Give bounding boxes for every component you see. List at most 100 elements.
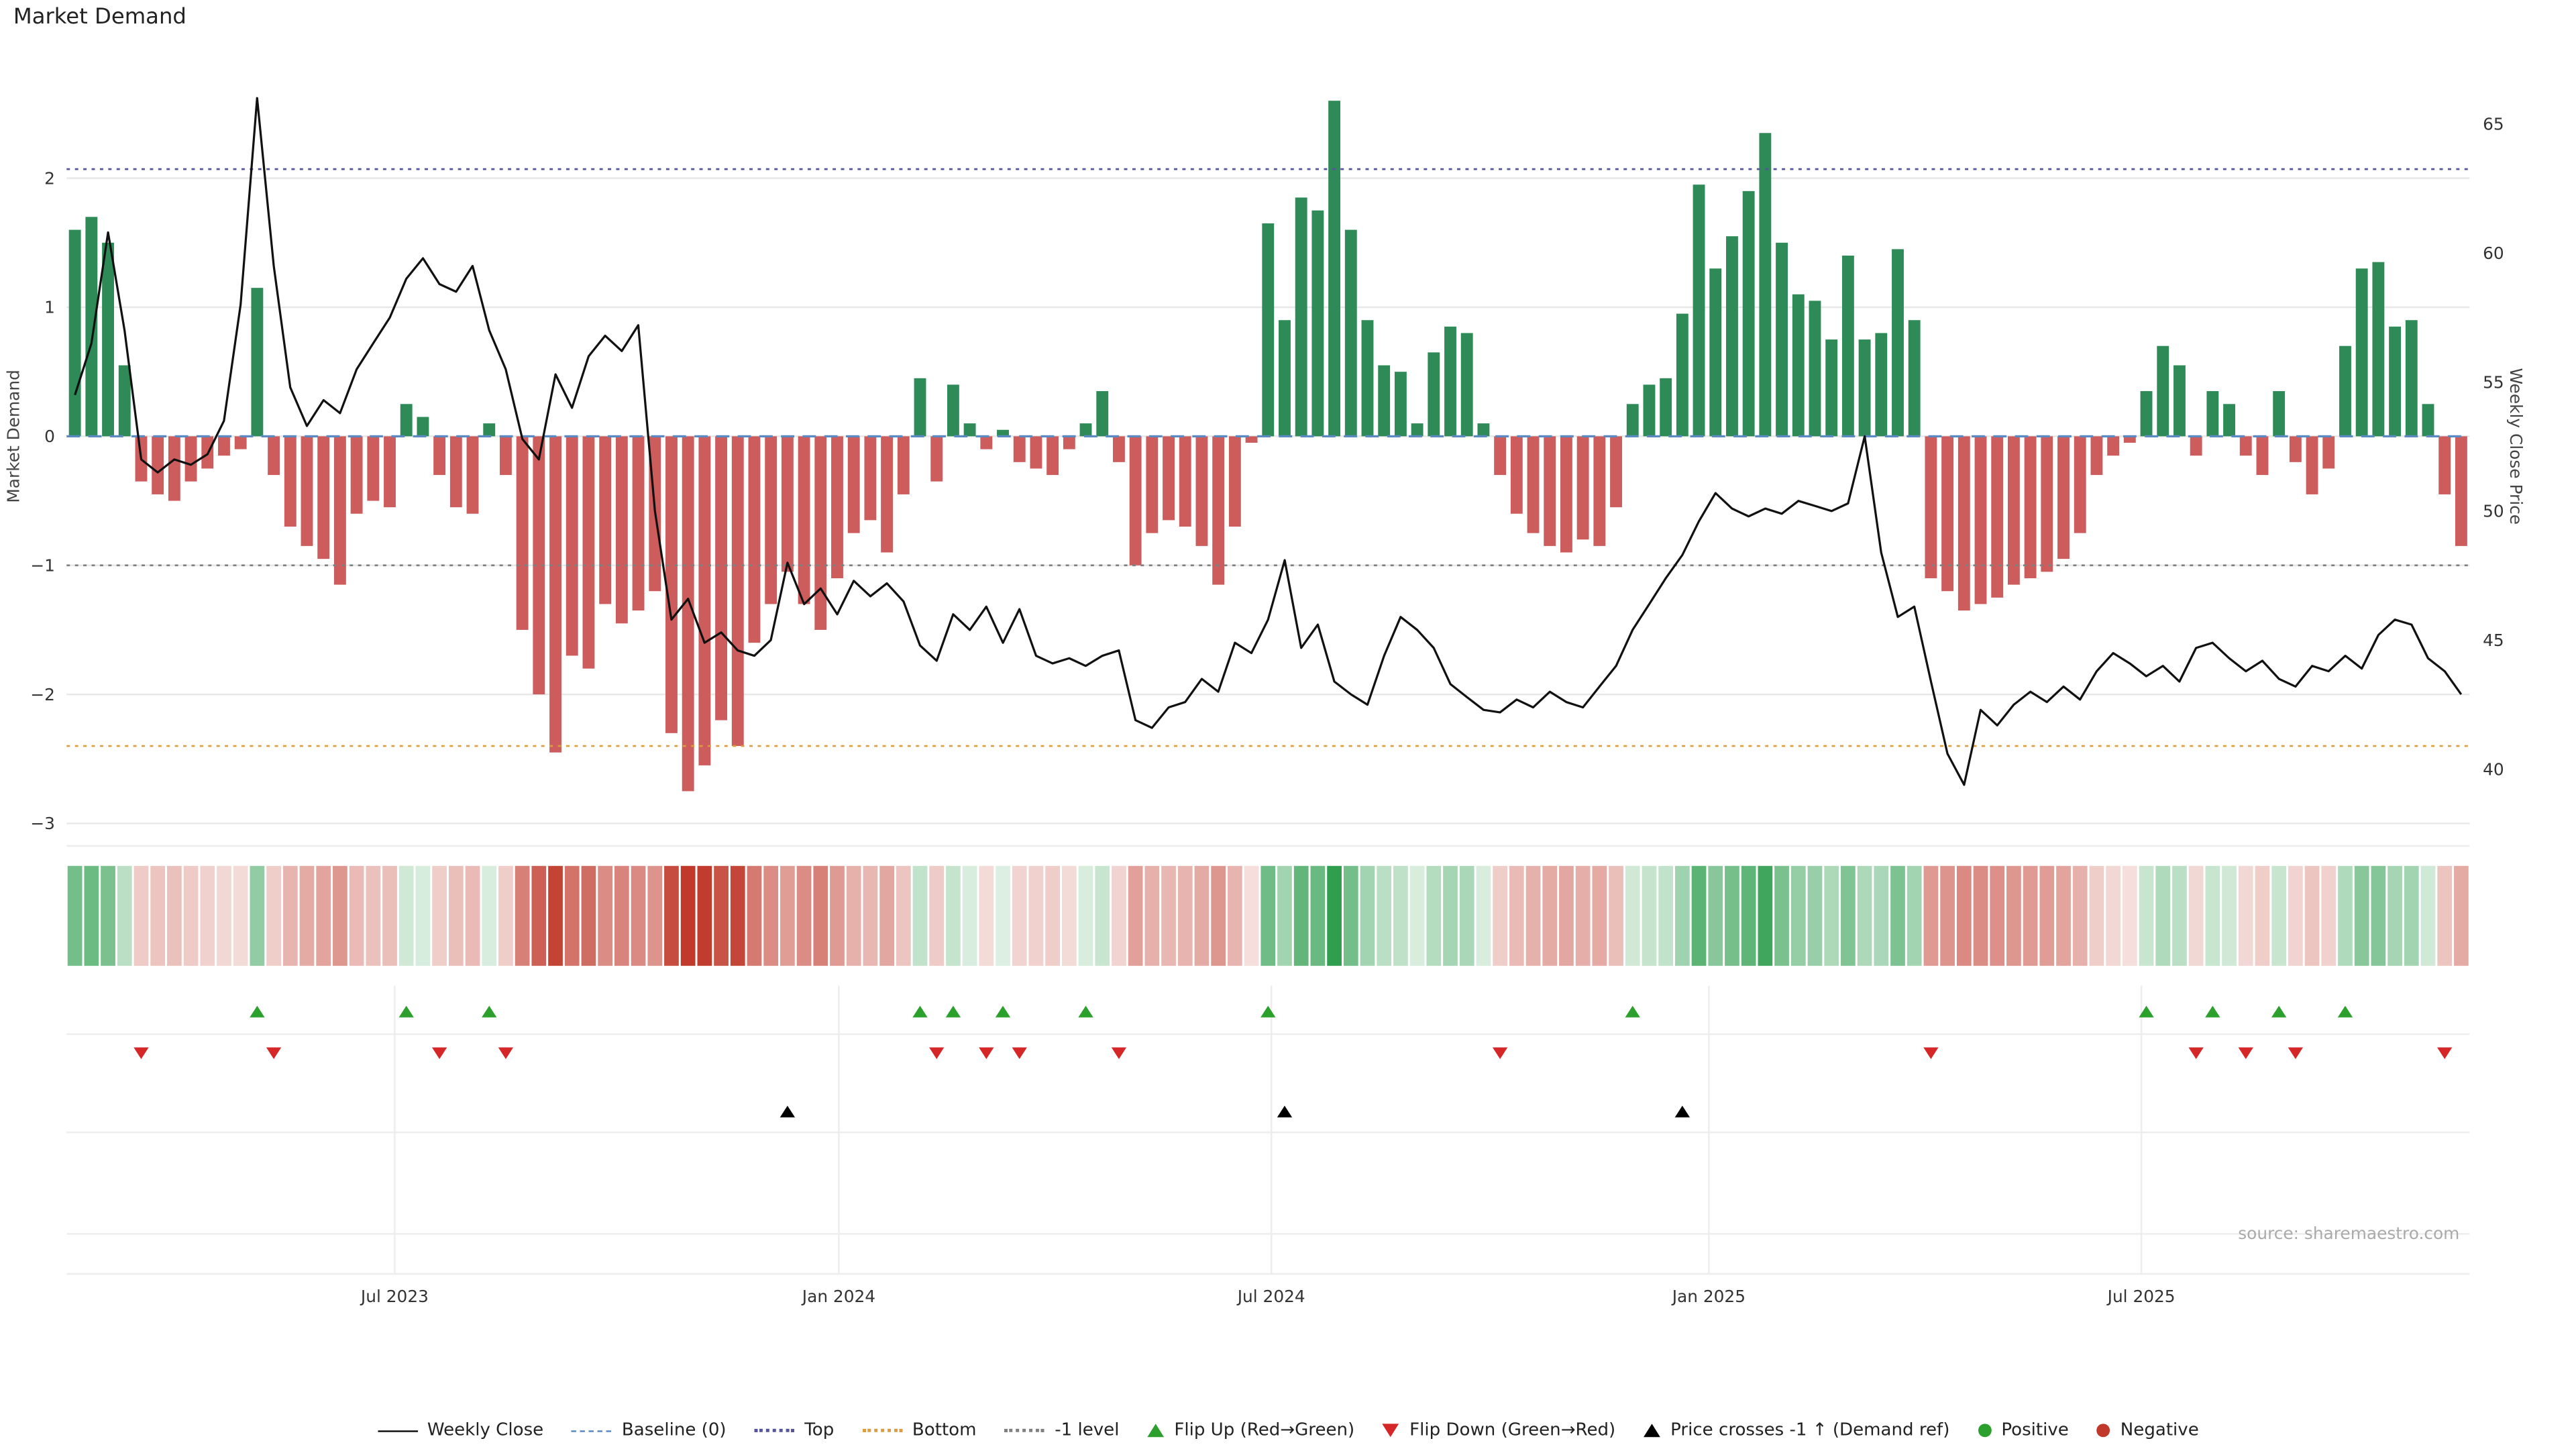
demand-bar <box>2007 436 2020 585</box>
demand-bar <box>2041 436 2053 572</box>
demand-bar <box>632 436 645 611</box>
demand-bar <box>1991 436 2004 598</box>
demand-bar <box>1776 242 1788 437</box>
flip-down-icon <box>498 1047 514 1059</box>
demand-bar <box>2239 436 2252 456</box>
legend-item-7: Price crosses -1 ↑ (Demand ref) <box>1644 1420 1949 1440</box>
demand-bar <box>765 436 777 604</box>
demand-bar <box>1759 133 1772 437</box>
demand-bar <box>1030 436 1042 469</box>
demand-bar <box>698 436 711 765</box>
demand-bar <box>2372 262 2385 437</box>
demand-bar <box>1560 436 1572 553</box>
legend-item-5: Flip Up (Red→Green) <box>1147 1420 1354 1440</box>
demand-bar <box>1908 320 1921 437</box>
demand-bar <box>980 436 993 449</box>
legend-label: Positive <box>2001 1420 2069 1441</box>
demand-bar <box>1792 294 1805 437</box>
demand-bar <box>1444 326 1456 437</box>
flip-up-icon <box>250 1006 265 1018</box>
legend-item-9: Negative <box>2097 1420 2199 1440</box>
demand-bar <box>1146 436 1159 533</box>
x-axis-tick: Jan 2025 <box>1671 1287 1746 1306</box>
demand-bar <box>449 436 462 508</box>
demand-bar <box>317 436 330 559</box>
left-axis-tick: 2 <box>44 168 55 188</box>
demand-bar <box>2140 391 2153 437</box>
demand-bar <box>251 288 264 437</box>
demand-bars <box>68 101 2467 792</box>
demand-bar <box>1361 320 1374 437</box>
demand-bar <box>963 423 976 437</box>
demand-bar <box>1726 236 1738 437</box>
demand-bar <box>1113 436 1125 462</box>
flip-up-icon <box>945 1006 961 1018</box>
flip-down-icon <box>2238 1047 2253 1059</box>
demand-bar <box>1129 436 1142 566</box>
left-axis-title: Market Demand <box>5 370 24 503</box>
legend-item-2: Top <box>754 1420 834 1440</box>
flip-down-icon <box>1012 1047 1027 1059</box>
x-axis-tick: Jul 2025 <box>2106 1287 2176 1306</box>
demand-bar <box>748 436 761 643</box>
demand-bar <box>234 436 247 449</box>
demand-bar <box>2389 326 2402 437</box>
demand-bar <box>1544 436 1556 546</box>
demand-bar <box>2422 404 2434 437</box>
left-axis-tick: 0 <box>44 427 55 446</box>
demand-bar <box>1460 333 1473 437</box>
demand-bar <box>1063 436 1075 449</box>
price-cross-icon <box>780 1106 796 1118</box>
demand-bar <box>433 436 446 476</box>
x-axis-tick: Jul 2023 <box>360 1287 429 1306</box>
demand-bar <box>1825 339 1838 437</box>
legend-label: Baseline (0) <box>621 1420 727 1441</box>
flip-down-icon <box>979 1047 994 1059</box>
demand-bar <box>466 436 479 514</box>
flip-down-icon <box>2437 1047 2453 1059</box>
demand-bar <box>1279 320 1291 437</box>
demand-bar <box>483 423 496 437</box>
left-axis-tick: −3 <box>30 814 55 833</box>
flip-down-icon <box>2288 1047 2304 1059</box>
flip-up-markers <box>250 1006 2353 1018</box>
flip-up-icon <box>1625 1006 1640 1018</box>
flip-up-icon <box>398 1006 414 1018</box>
demand-bar <box>566 436 578 656</box>
right-axis-title: Weekly Close Price <box>2505 368 2524 525</box>
demand-bar <box>1344 229 1357 437</box>
demand-bar <box>1195 436 1208 546</box>
demand-bar <box>384 436 396 508</box>
demand-bar <box>2223 404 2235 437</box>
demand-bar <box>2273 391 2286 437</box>
demand-bar <box>1477 423 1490 437</box>
price-cross-icon <box>1674 1106 1690 1118</box>
demand-bar <box>731 436 744 747</box>
demand-bar <box>1228 436 1241 527</box>
demand-bar <box>1096 391 1109 437</box>
demand-bar <box>2174 365 2186 437</box>
flip-down-icon <box>1923 1047 1939 1059</box>
demand-bar <box>1974 436 1987 604</box>
axis-tick-labels: 2 1 0 −1 −2 −3 65 60 55 50 45 40 Jul 2023 Jan 2024 Jul… <box>30 114 2504 1306</box>
demand-bar <box>350 436 363 514</box>
legend-label: Flip Down (Green→Red) <box>1409 1420 1616 1441</box>
demand-bar <box>1510 436 1523 514</box>
demand-bar <box>2074 436 2086 533</box>
triangle-up-icon <box>1147 1424 1165 1438</box>
demand-bar <box>102 242 114 437</box>
demand-bar <box>1411 423 1424 437</box>
demand-bar <box>85 217 98 437</box>
demand-bar <box>2405 320 2418 437</box>
demand-bar <box>284 436 297 527</box>
demand-bar <box>1295 197 1307 437</box>
demand-bar <box>1262 223 1275 437</box>
legend-item-6: Flip Down (Green→Red) <box>1383 1420 1615 1440</box>
legend-label: Bottom <box>912 1420 977 1441</box>
demand-bar <box>947 384 959 437</box>
demand-bar <box>798 436 810 604</box>
demand-bar <box>1858 339 1871 437</box>
triangle-up-icon <box>1644 1424 1661 1438</box>
demand-bar <box>1311 210 1324 437</box>
